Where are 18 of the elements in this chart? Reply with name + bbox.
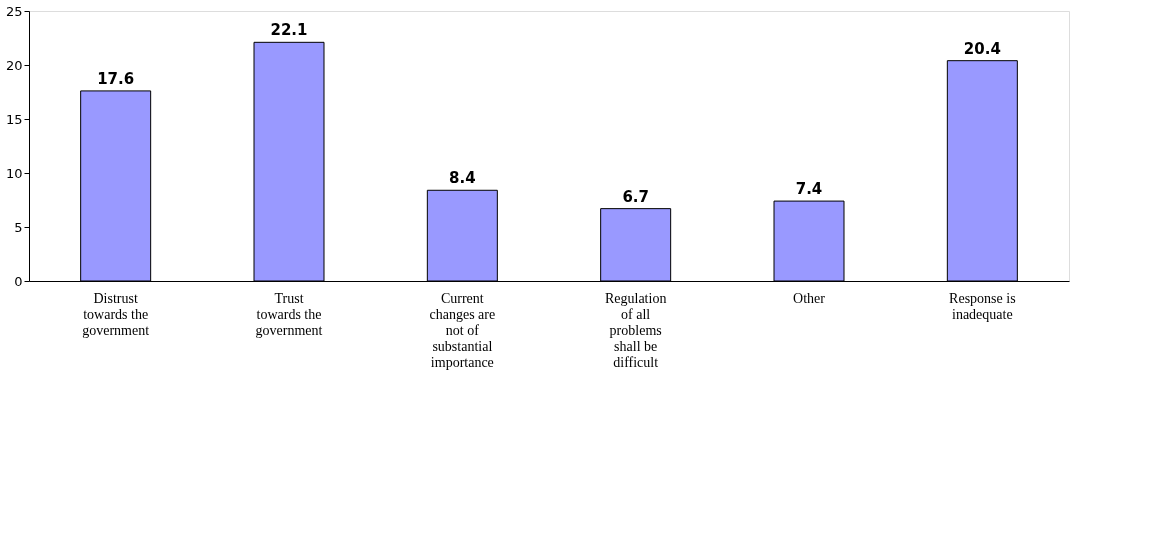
y-tick-label: 25 <box>5 3 23 19</box>
x-tick-label: Distrust towards the government <box>82 290 150 338</box>
y-tick-label: 0 <box>14 273 23 289</box>
x-tick-label: Regulation of all problems shall be difficult <box>604 290 667 370</box>
data-label: 7.4 <box>795 180 823 199</box>
y-tick-label: 10 <box>5 165 23 181</box>
x-tick-label: Trust towards the government <box>255 290 323 338</box>
y-tick-label: 20 <box>5 57 23 73</box>
data-label: 20.4 <box>963 39 1001 58</box>
y-tick-label: 15 <box>5 111 23 127</box>
x-tick-label: Current changes are not of substantial importance <box>429 290 496 370</box>
x-tick-label: Response is inadequate <box>949 290 1016 322</box>
y-tick-label: 5 <box>14 219 23 235</box>
data-label: 8.4 <box>449 169 476 188</box>
data-label: 6.7 <box>622 187 649 206</box>
data-label: 17.6 <box>97 69 135 88</box>
data-label: 22.1 <box>270 21 308 40</box>
x-tick-label: Other <box>793 290 826 306</box>
